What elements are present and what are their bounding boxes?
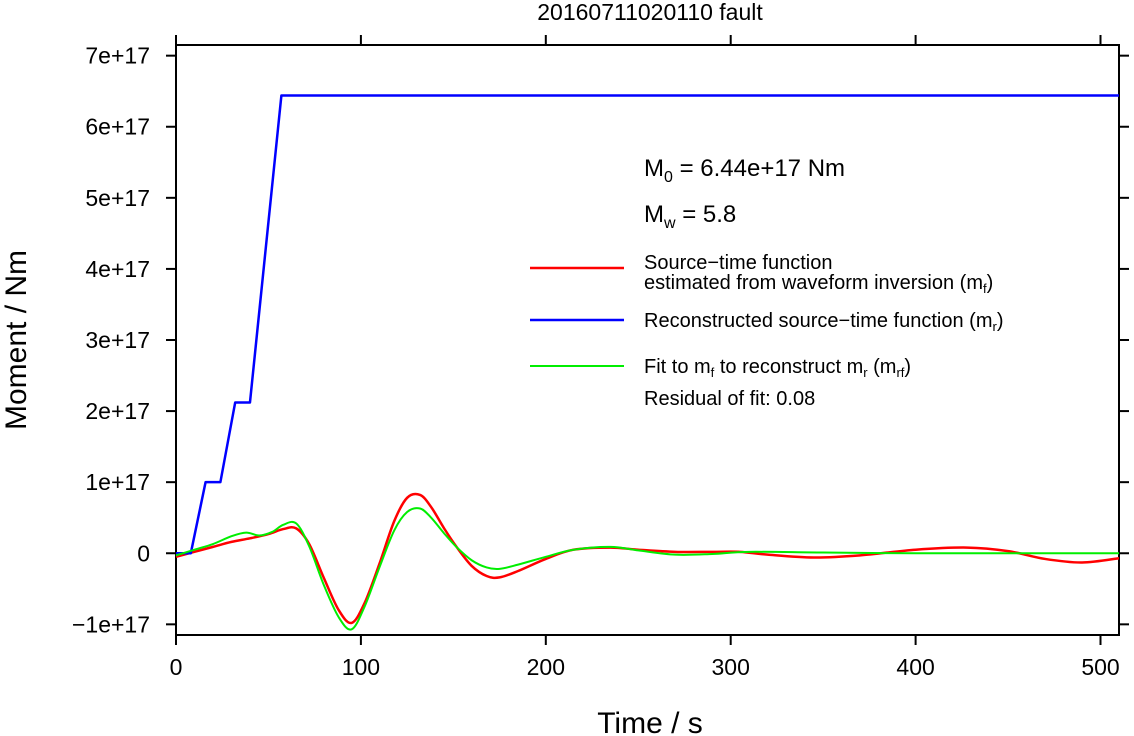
legend: Source−time function estimated from wave… (530, 252, 1004, 410)
x-tick-label: 100 (342, 654, 380, 680)
y-tick-label: −1e+17 (72, 611, 150, 637)
y-tick-label: 5e+17 (85, 185, 150, 211)
y-tick-label: 7e+17 (85, 43, 150, 69)
x-axis-label: Time / s (597, 707, 703, 736)
x-tick-label: 500 (1081, 654, 1119, 680)
y-axis-label: Moment / Nm (0, 250, 33, 430)
series-fit (175, 507, 1119, 631)
y-tick-label: 6e+17 (85, 114, 150, 140)
legend-label-source-time-function: Source−time function (644, 252, 832, 274)
residual-annotation: Residual of fit: 0.08 (644, 388, 815, 410)
moment-magnitude-annotation: Mw = 5.8 (644, 201, 736, 232)
seismic-moment-annotation: M0 = 6.44e+17 Nm (644, 155, 845, 186)
x-tick-label: 200 (527, 654, 565, 680)
series-source-time-function (175, 492, 1120, 625)
legend-label-fit: Fit to mf to reconstruct mr (mrf) (644, 356, 911, 380)
x-axis: 0 100 200 300 400 500 (170, 35, 1120, 680)
y-tick-label: 3e+17 (85, 327, 150, 353)
legend-label-source-time-function-line2: estimated from waveform inversion (mf) (644, 272, 993, 296)
series-reconstructed-source-time-function (176, 94, 1119, 555)
y-tick-label: 4e+17 (85, 256, 150, 282)
y-tick-label: 1e+17 (85, 469, 150, 495)
x-tick-label: 300 (712, 654, 750, 680)
y-tick-label: 0 (137, 540, 150, 566)
y-axis: −1e+17 0 1e+17 2e+17 3e+17 4e+17 5e+17 6e+17 7e+… (72, 43, 1129, 637)
legend-label-reconstructed: Reconstructed source−time function (mr) (644, 310, 1004, 334)
chart-title: 20160711020110 fault (537, 0, 763, 25)
y-tick-label: 2e+17 (85, 398, 150, 424)
x-tick-label: 0 (170, 654, 183, 680)
plot-frame (175, 44, 1120, 636)
x-tick-label: 400 (896, 654, 934, 680)
series-layer (175, 94, 1120, 631)
